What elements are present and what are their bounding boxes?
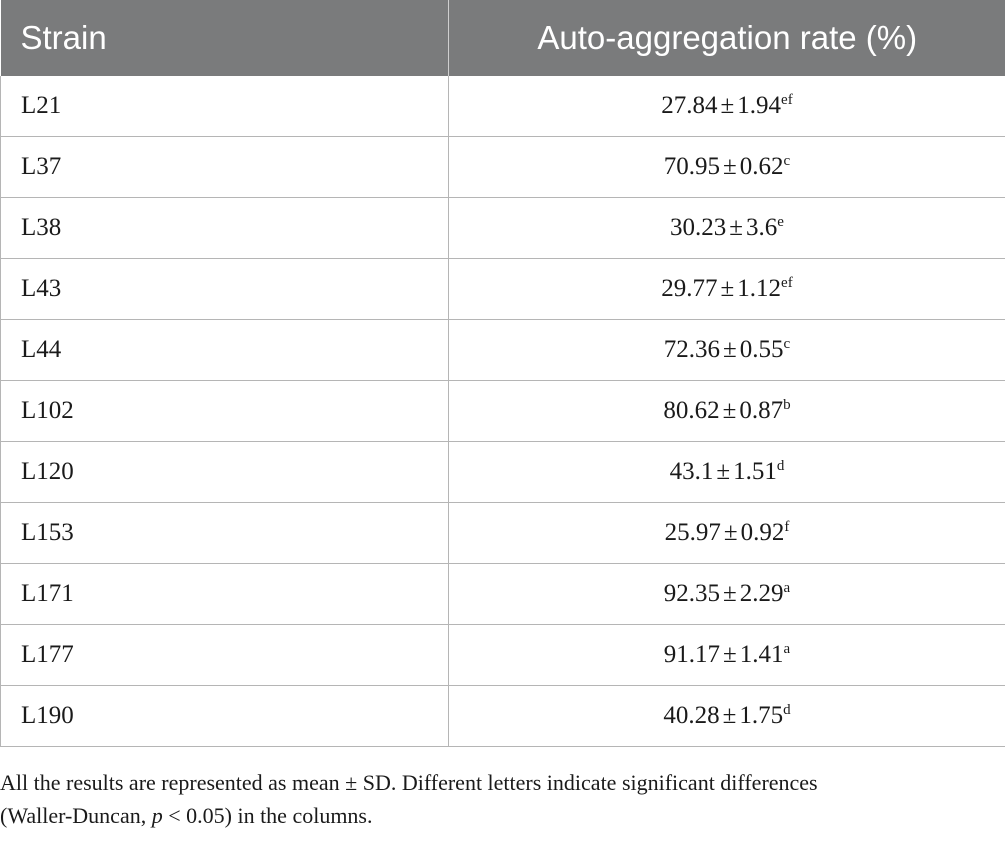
significance-letter: d — [783, 702, 791, 718]
strain-cell: L38 — [0, 197, 449, 259]
significance-letter: a — [783, 580, 791, 596]
rate-sd: 1.75 — [739, 702, 784, 729]
footnote-line-2-post: < 0.05) in the columns. — [162, 803, 373, 828]
auto-aggregation-table: Strain Auto-aggregation rate (%) L21 27.8… — [0, 0, 1005, 747]
strain-cell: L177 — [0, 624, 449, 686]
footnote-line-2-pre: (Waller-Duncan, — [0, 803, 152, 828]
strain-cell: L102 — [0, 380, 449, 442]
table-row: L38 30.23 ±3.6e — [0, 197, 1005, 259]
strain-cell: L43 — [0, 258, 449, 320]
rate-cell: 43.1 ±1.51d — [448, 441, 1005, 503]
table-row: L21 27.84 ±1.94ef — [0, 76, 1005, 137]
strain-cell: L153 — [0, 502, 449, 564]
significance-letter: b — [783, 397, 791, 413]
rate-cell: 80.62 ±0.87b — [448, 380, 1005, 442]
rate-cell: 25.97 ±0.92f — [448, 502, 1005, 564]
strain-cell: L44 — [0, 319, 449, 381]
table-footnote: All the results are represented as mean … — [0, 766, 1005, 832]
significance-letter: c — [783, 336, 791, 352]
rate-mean: 27.84 — [661, 92, 718, 119]
rate-mean: 91.17 — [663, 641, 721, 668]
rate-sd: 1.94 — [737, 92, 782, 119]
rate-cell: 29.77 ±1.12ef — [448, 258, 1005, 320]
rate-sd: 1.51 — [733, 458, 777, 485]
table-row: L190 40.28 ±1.75d — [0, 685, 1005, 747]
plus-minus-symbol: ± — [723, 519, 738, 546]
rate-mean: 29.77 — [661, 275, 718, 302]
plus-minus-symbol: ± — [722, 397, 737, 424]
header-auto-aggregation-rate: Auto-aggregation rate (%) — [448, 0, 1005, 76]
header-row: Strain Auto-aggregation rate (%) — [0, 0, 1005, 76]
significance-letter: c — [783, 153, 791, 169]
table-row: L44 72.36 ±0.55c — [0, 319, 1005, 381]
table-row: L102 80.62 ±0.87b — [0, 380, 1005, 442]
rate-cell: 92.35 ±2.29a — [448, 563, 1005, 625]
rate-sd: 0.87 — [739, 397, 784, 424]
table-header: Strain Auto-aggregation rate (%) — [0, 0, 1005, 76]
strain-cell: L120 — [0, 441, 449, 503]
rate-mean: 92.35 — [663, 580, 721, 607]
rate-sd: 0.55 — [739, 336, 784, 363]
footnote-p-value: p — [151, 803, 163, 828]
plus-minus-symbol: ± — [729, 214, 744, 241]
strain-cell: L171 — [0, 563, 449, 625]
significance-letter: d — [776, 458, 785, 474]
significance-letter: ef — [781, 92, 793, 108]
table-row: L153 25.97 ±0.92f — [0, 502, 1005, 564]
rate-cell: 91.17 ±1.41a — [448, 624, 1005, 686]
rate-sd: 2.29 — [739, 580, 784, 607]
rate-sd: 3.6 — [746, 214, 778, 241]
strain-cell: L37 — [0, 136, 449, 198]
rate-cell: 70.95 ±0.62c — [448, 136, 1005, 198]
rate-sd: 1.41 — [739, 641, 784, 668]
rate-mean: 43.1 — [669, 458, 714, 485]
plus-minus-symbol: ± — [723, 336, 737, 363]
rate-sd: 0.92 — [740, 519, 785, 546]
table-row: L177 91.17 ±1.41a — [0, 624, 1005, 686]
table-row: L37 70.95 ±0.62c — [0, 136, 1005, 198]
table-row: L120 43.1 ±1.51d — [0, 441, 1005, 503]
rate-mean: 70.95 — [663, 153, 721, 180]
table-row: L43 29.77 ±1.12ef — [0, 258, 1005, 320]
plus-minus-symbol: ± — [723, 641, 737, 668]
rate-sd: 1.12 — [737, 275, 782, 302]
significance-letter: f — [784, 519, 790, 535]
rate-mean: 40.28 — [663, 702, 720, 729]
plus-minus-symbol: ± — [720, 92, 735, 119]
footnote-line-1: All the results are represented as mean … — [0, 770, 818, 795]
rate-sd: 0.62 — [739, 153, 784, 180]
table-body: L21 27.84 ±1.94ef L37 70.95 ±0.62c L38 30.23 ±3.… — [0, 76, 1005, 747]
rate-mean: 80.62 — [663, 397, 720, 424]
rate-mean: 72.36 — [663, 336, 721, 363]
plus-minus-symbol: ± — [723, 153, 737, 180]
rate-cell: 30.23 ±3.6e — [448, 197, 1005, 259]
significance-letter: ef — [781, 275, 793, 291]
strain-cell: L21 — [0, 76, 449, 137]
plus-minus-symbol: ± — [722, 702, 737, 729]
plus-minus-symbol: ± — [716, 458, 731, 485]
rate-cell: 72.36 ±0.55c — [448, 319, 1005, 381]
rate-cell: 27.84 ±1.94ef — [448, 76, 1005, 137]
header-strain: Strain — [0, 0, 449, 76]
plus-minus-symbol: ± — [723, 580, 737, 607]
significance-letter: e — [777, 214, 784, 230]
table-row: L171 92.35 ±2.29a — [0, 563, 1005, 625]
significance-letter: a — [783, 641, 791, 657]
strain-cell: L190 — [0, 685, 449, 747]
rate-mean: 25.97 — [664, 519, 721, 546]
rate-mean: 30.23 — [670, 214, 727, 241]
results-table-container: Strain Auto-aggregation rate (%) L21 27.8… — [0, 0, 1005, 747]
footnote-line-2: (Waller-Duncan, p < 0.05) in the columns… — [0, 799, 1005, 832]
rate-cell: 40.28 ±1.75d — [448, 685, 1005, 747]
plus-minus-symbol: ± — [720, 275, 735, 302]
